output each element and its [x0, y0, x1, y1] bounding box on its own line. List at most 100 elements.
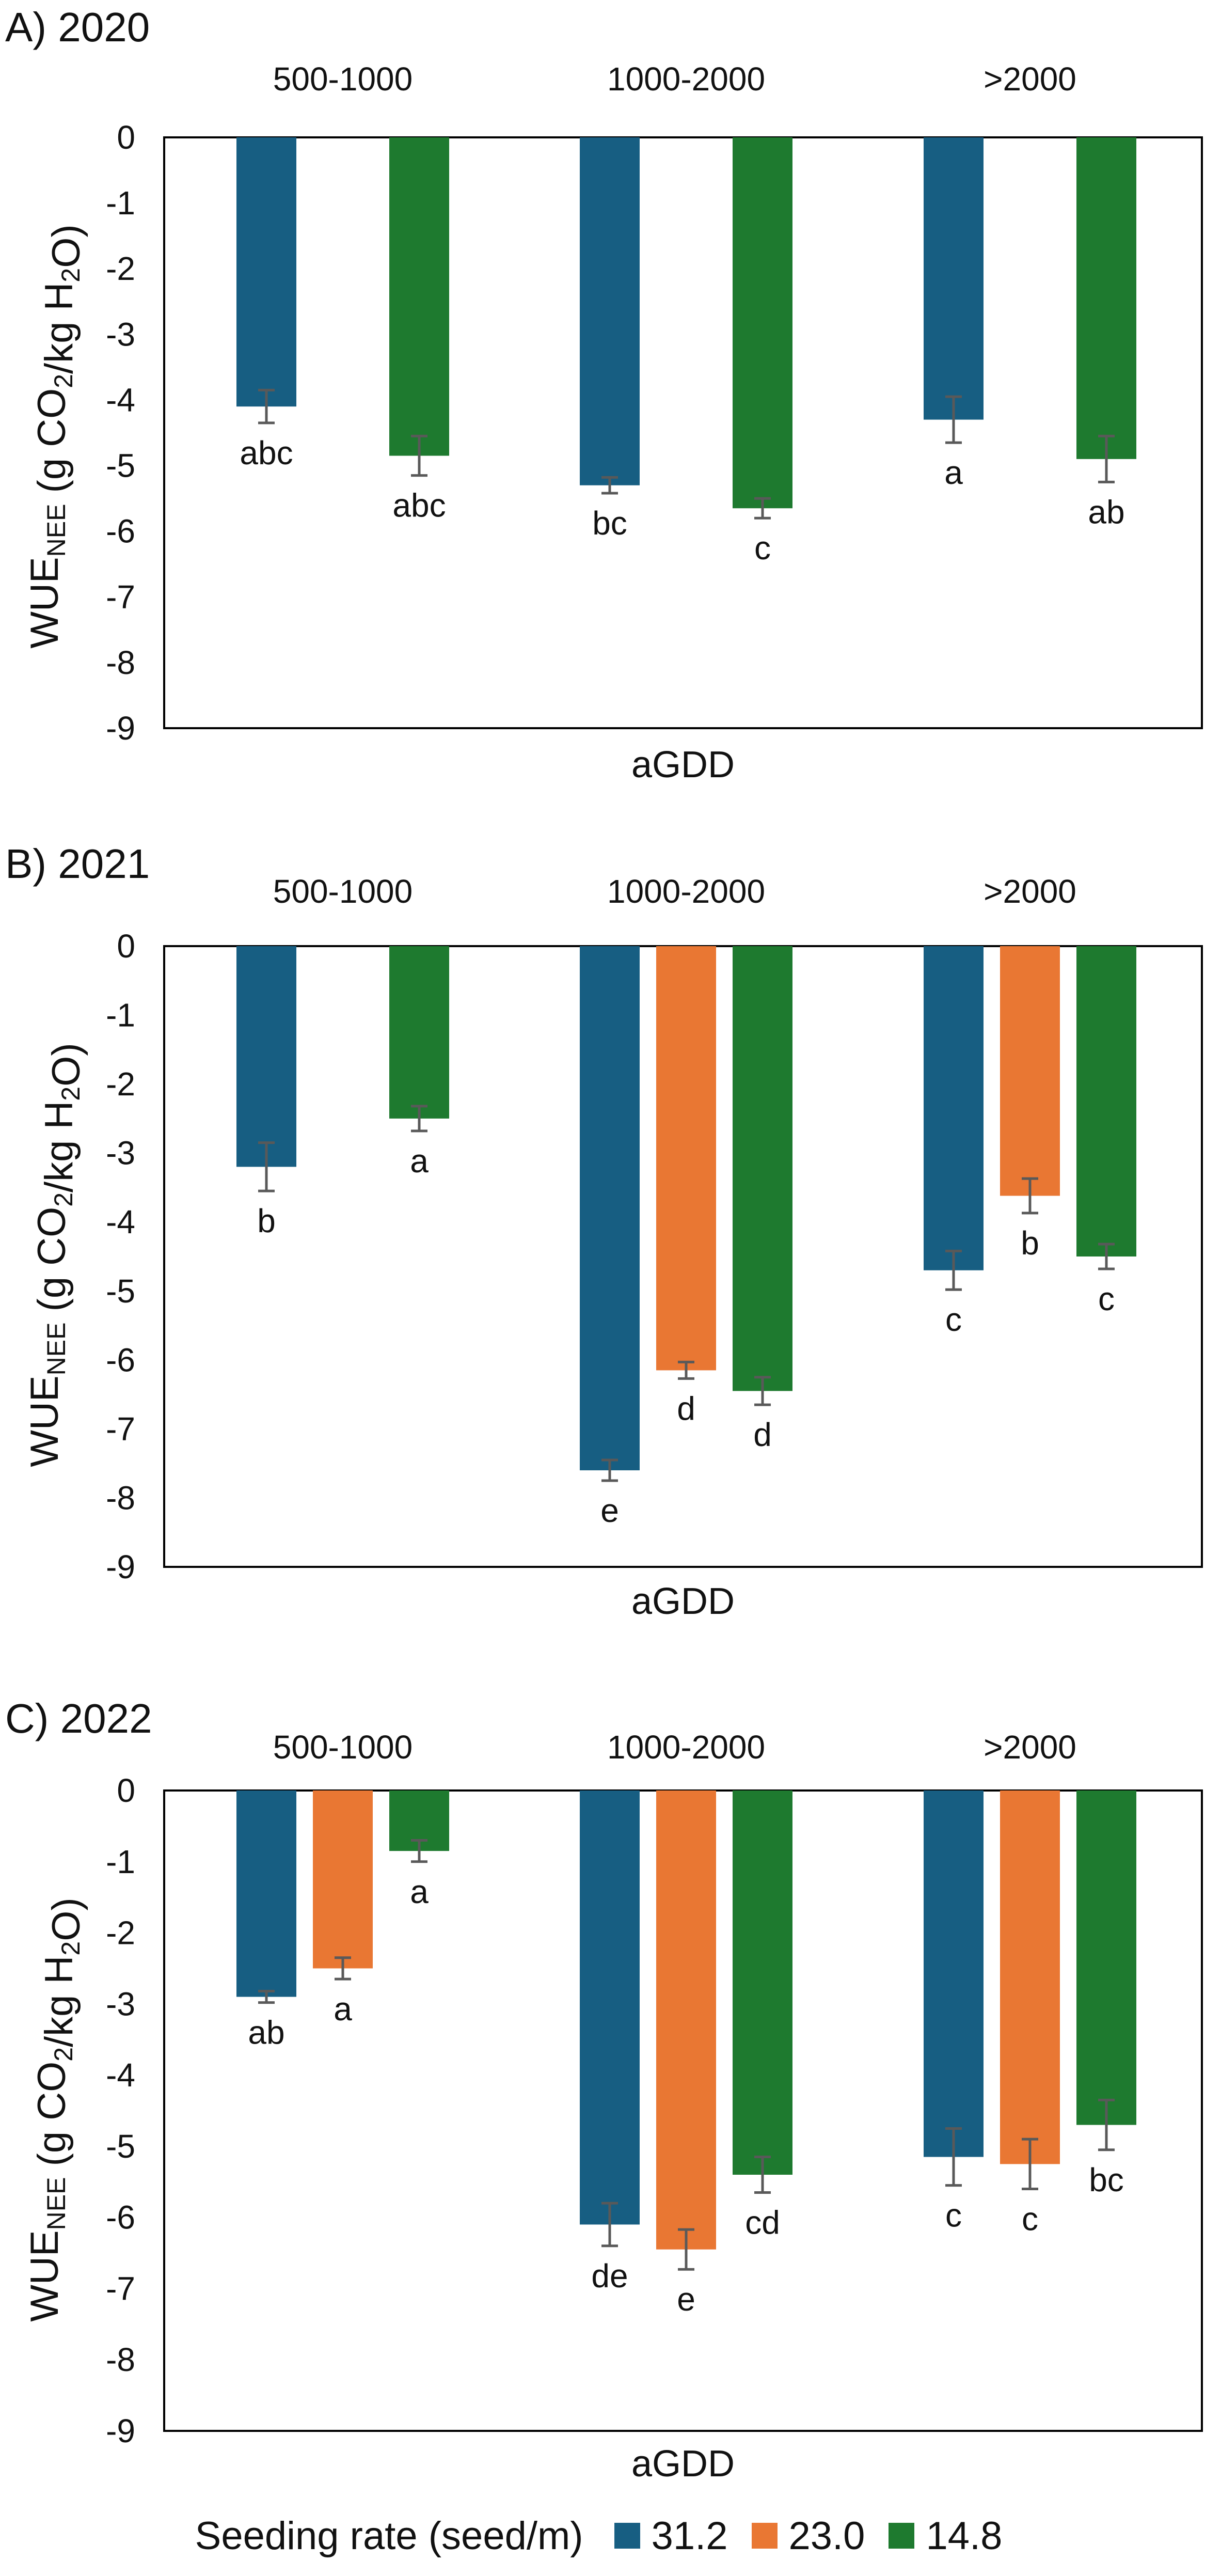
significance-label: abc: [240, 434, 293, 472]
legend-label-23-0: 23.0: [788, 2514, 865, 2558]
y-tick-label: 0: [117, 1772, 135, 1809]
y-tick-label: -8: [106, 644, 135, 681]
category-label: 500-1000: [273, 1729, 413, 1766]
y-tick-label: -7: [106, 578, 135, 616]
y-tick-label: -3: [106, 316, 135, 353]
bar: [389, 946, 449, 1119]
significance-label: c: [945, 2197, 962, 2234]
y-tick-label: -8: [106, 1479, 135, 1516]
y-tick-label: -5: [106, 447, 135, 484]
y-axis-label-part: O): [44, 1043, 88, 1086]
significance-label: e: [600, 1492, 619, 1529]
y-axis-label-part: /kg H: [37, 1101, 81, 1192]
y-axis-label: WUENEE (g CO2/kg H2O): [23, 1043, 88, 1467]
x-axis-label: aGDD: [631, 2443, 735, 2485]
y-tick-label: -1: [106, 1843, 135, 1880]
y-tick-label: -3: [106, 1135, 135, 1172]
bar: [1076, 137, 1136, 459]
y-axis-label-part: /kg H: [37, 1956, 81, 2047]
x-axis-label: aGDD: [631, 1581, 735, 1622]
y-axis-label-subscript: NEE: [42, 504, 71, 557]
bar: [580, 946, 640, 1471]
significance-label: b: [1021, 1224, 1039, 1262]
category-label: >2000: [984, 1729, 1076, 1766]
y-tick-label: -5: [106, 2128, 135, 2165]
y-axis-label-subscript: 2: [56, 1087, 85, 1101]
significance-label: a: [944, 454, 963, 491]
significance-label: a: [410, 1873, 429, 1910]
legend-swatch-14-8: [889, 2523, 915, 2549]
significance-label: abc: [392, 487, 446, 524]
y-axis-label-part: WUE: [23, 557, 67, 648]
bar: [1000, 946, 1060, 1196]
y-tick-label: -7: [106, 1410, 135, 1448]
y-axis-label-part: (g CO: [30, 1207, 74, 1323]
y-axis-label-subscript: 2: [49, 2047, 78, 2062]
y-axis-label: WUENEE (g CO2/kg H2O): [23, 224, 88, 648]
y-tick-label: -2: [106, 1065, 135, 1103]
y-axis-label-part: /kg H: [37, 282, 81, 374]
y-tick-label: 0: [117, 119, 135, 156]
y-tick-label: -7: [106, 2270, 135, 2307]
y-tick-label: -6: [106, 2199, 135, 2236]
y-axis-label-part: (g CO: [30, 2062, 74, 2177]
y-axis-label-part: O): [44, 1897, 88, 1941]
bar: [1076, 1790, 1136, 2125]
significance-label: b: [257, 1202, 276, 1239]
significance-label: a: [410, 1142, 429, 1180]
bar: [656, 1790, 716, 2250]
chart-panel-2: B) 2021 0 -1 -2 -3 -4 -5 -6 -7 -8 -9 500-1000 1000-2…: [5, 841, 1203, 1622]
y-axis-label-subscript: 2: [56, 1941, 85, 1956]
category-label: 1000-2000: [607, 873, 765, 910]
bar: [236, 137, 296, 407]
chart-panel-1: A) 2020 0 -1 -2 -3 -4 -5 -6 -7 -8 -9 500-1000 1000-2…: [5, 4, 1203, 786]
category-label: >2000: [984, 60, 1076, 98]
category-label: 1000-2000: [607, 1729, 765, 1766]
significance-label: a: [334, 1990, 352, 2028]
bar: [1076, 946, 1136, 1256]
plot-area: [163, 136, 1203, 729]
bar: [580, 137, 640, 485]
significance-label: bc: [592, 505, 627, 542]
y-axis-label: WUENEE (g CO2/kg H2O): [23, 1897, 88, 2321]
bar: [236, 946, 296, 1167]
significance-label: c: [1098, 1280, 1115, 1317]
significance-label: c: [1022, 2201, 1038, 2238]
significance-label: d: [753, 1416, 772, 1453]
legend-title: Seeding rate (seed/m): [195, 2514, 583, 2558]
legend: Seeding rate (seed/m) 31.2 23.0 14.8: [0, 2510, 1221, 2562]
category-label: >2000: [984, 873, 1076, 910]
legend-item-31-2: 31.2: [614, 2514, 728, 2558]
legend-swatch-23-0: [751, 2523, 778, 2549]
bar: [656, 946, 716, 1371]
bar: [924, 946, 984, 1270]
bar: [733, 946, 792, 1391]
bar: [733, 1790, 792, 2175]
legend-item-14-8: 14.8: [889, 2514, 1002, 2558]
y-tick-label: -8: [106, 2341, 135, 2378]
y-axis-label-part: (g CO: [30, 388, 74, 504]
y-tick-label: -4: [106, 1203, 135, 1240]
panel-title: B) 2021: [5, 841, 150, 887]
bar: [733, 137, 792, 509]
significance-label: cd: [745, 2204, 780, 2241]
category-label: 500-1000: [273, 873, 413, 910]
y-axis-label-subscript: NEE: [42, 1323, 71, 1376]
y-tick-label: -9: [106, 2412, 135, 2449]
y-tick-label: -9: [106, 710, 135, 747]
significance-label: d: [677, 1390, 695, 1427]
y-tick-label: -1: [106, 997, 135, 1034]
significance-label: e: [677, 2281, 695, 2318]
bar: [1000, 1790, 1060, 2164]
y-axis-label-part: WUE: [23, 1375, 67, 1467]
bar: [389, 137, 449, 456]
significance-label: c: [754, 529, 771, 567]
bar: [236, 1790, 296, 1997]
panel-title: A) 2020: [5, 4, 150, 50]
y-axis-label-part: WUE: [23, 2230, 67, 2321]
y-axis-label-subscript: 2: [49, 374, 78, 388]
bar: [313, 1790, 373, 1969]
significance-label: bc: [1089, 2161, 1124, 2198]
y-tick-label: -1: [106, 184, 135, 222]
